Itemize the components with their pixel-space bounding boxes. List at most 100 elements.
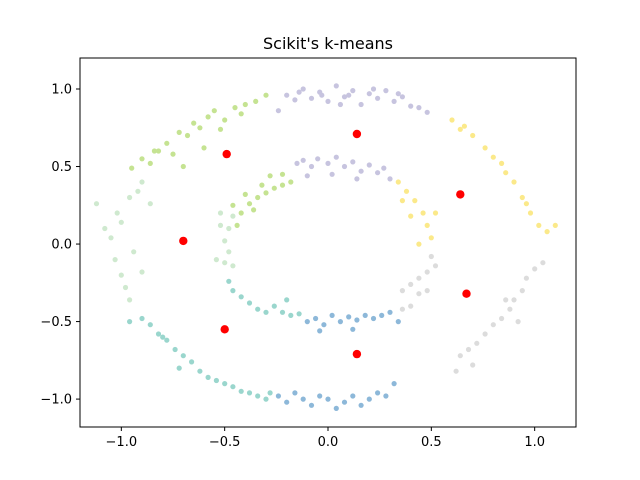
cluster-1-point — [288, 179, 294, 185]
y-tick-label: 1.0 — [51, 83, 72, 98]
cluster-1-point — [242, 101, 248, 108]
cluster-1-point — [271, 185, 277, 191]
cluster-4-point — [304, 319, 310, 325]
cluster-0-point — [399, 94, 405, 100]
cluster-4-point — [358, 402, 364, 408]
cluster-0-point — [375, 95, 381, 101]
cluster-0-point — [325, 160, 331, 166]
cluster-1-point — [217, 126, 224, 132]
y-tick-label: 0.0 — [51, 238, 72, 253]
centroid-6 — [456, 190, 465, 199]
x-tick-label: 0.0 — [318, 435, 339, 450]
cluster-6-point — [461, 123, 467, 129]
cluster-3-point — [263, 396, 269, 402]
cluster-4-point — [366, 396, 372, 402]
cluster-5-point — [490, 322, 496, 328]
cluster-0-point — [408, 103, 414, 109]
cluster-6-point — [552, 222, 558, 228]
cluster-4-point — [387, 309, 393, 315]
cluster-6-point — [395, 179, 401, 185]
cluster-5-point — [424, 288, 430, 294]
cluster-6-point — [544, 229, 550, 235]
cluster-0-point — [329, 171, 335, 177]
cluster-4-point — [354, 317, 360, 323]
cluster-0-point — [395, 91, 401, 97]
cluster-4-point — [391, 381, 397, 387]
cluster-0-point — [294, 160, 300, 166]
cluster-3-point — [160, 334, 166, 340]
cluster-1-point — [222, 117, 228, 123]
centroid-5 — [462, 289, 471, 298]
cluster-0-point — [354, 176, 360, 182]
cluster-5-point — [515, 319, 521, 325]
cluster-4-point — [284, 399, 290, 405]
cluster-0-point — [275, 108, 281, 114]
cluster-0-point — [358, 101, 364, 108]
cluster-6-point — [420, 210, 426, 216]
cluster-1-point — [255, 194, 261, 201]
cluster-2-point — [217, 210, 224, 216]
cluster-0-point — [308, 95, 315, 101]
cluster-6-point — [503, 170, 509, 176]
cluster-4-point — [395, 319, 401, 325]
cluster-3-point — [255, 393, 261, 399]
cluster-0-point — [366, 91, 372, 97]
cluster-1-point — [211, 108, 217, 114]
cluster-5-point — [432, 263, 439, 269]
cluster-1-point — [279, 182, 286, 188]
cluster-5-point — [416, 275, 422, 281]
cluster-1-point — [151, 148, 157, 154]
cluster-2-point — [147, 201, 153, 207]
cluster-5-point — [399, 306, 405, 312]
cluster-1-point — [267, 173, 273, 179]
cluster-0-point — [337, 101, 343, 108]
cluster-6-point — [432, 210, 439, 216]
cluster-2-point — [230, 213, 236, 219]
y-tick-label: −1.0 — [40, 393, 72, 408]
cluster-1-point — [155, 148, 162, 154]
x-tick-label: −0.5 — [209, 435, 241, 450]
cluster-2-point — [127, 194, 133, 201]
cluster-1-point — [180, 163, 186, 170]
cluster-1-point — [246, 201, 253, 207]
centroid-3 — [220, 325, 229, 334]
cluster-1-point — [176, 129, 182, 135]
cluster-3-point — [197, 368, 203, 374]
cluster-0-point — [358, 168, 364, 174]
cluster-1-point — [251, 207, 257, 213]
cluster-5-point — [540, 260, 546, 266]
cluster-2-point — [118, 219, 124, 225]
cluster-5-point — [416, 291, 422, 297]
cluster-5-point — [519, 288, 525, 294]
cluster-0-point — [333, 154, 339, 160]
cluster-0-point — [300, 86, 306, 92]
cluster-3-point — [296, 311, 302, 317]
cluster-3-point — [139, 315, 145, 322]
cluster-2-point — [108, 235, 114, 241]
cluster-5-point — [503, 297, 509, 303]
cluster-3-point — [189, 359, 195, 365]
cluster-3-point — [271, 303, 277, 309]
cluster-2-point — [112, 257, 118, 263]
cluster-6-point — [536, 222, 542, 228]
cluster-6-point — [416, 241, 422, 247]
cluster-6-point — [399, 198, 405, 204]
cluster-1-point — [263, 190, 269, 196]
cluster-2-point — [139, 269, 145, 275]
cluster-2-point — [226, 249, 232, 255]
cluster-6-point — [523, 201, 530, 207]
cluster-3-point — [147, 322, 153, 328]
cluster-5-point — [523, 275, 530, 281]
cluster-0-point — [319, 92, 325, 98]
cluster-2-point — [131, 249, 137, 255]
cluster-2-point — [139, 179, 145, 185]
cluster-4-point — [333, 405, 339, 411]
cluster-0-point — [300, 157, 306, 163]
cluster-1-point — [263, 92, 269, 98]
cluster-3-point — [288, 312, 294, 318]
cluster-0-point — [341, 163, 348, 170]
cluster-3-point — [238, 388, 244, 394]
cluster-3-point — [222, 381, 228, 387]
cluster-2-point — [127, 297, 133, 303]
